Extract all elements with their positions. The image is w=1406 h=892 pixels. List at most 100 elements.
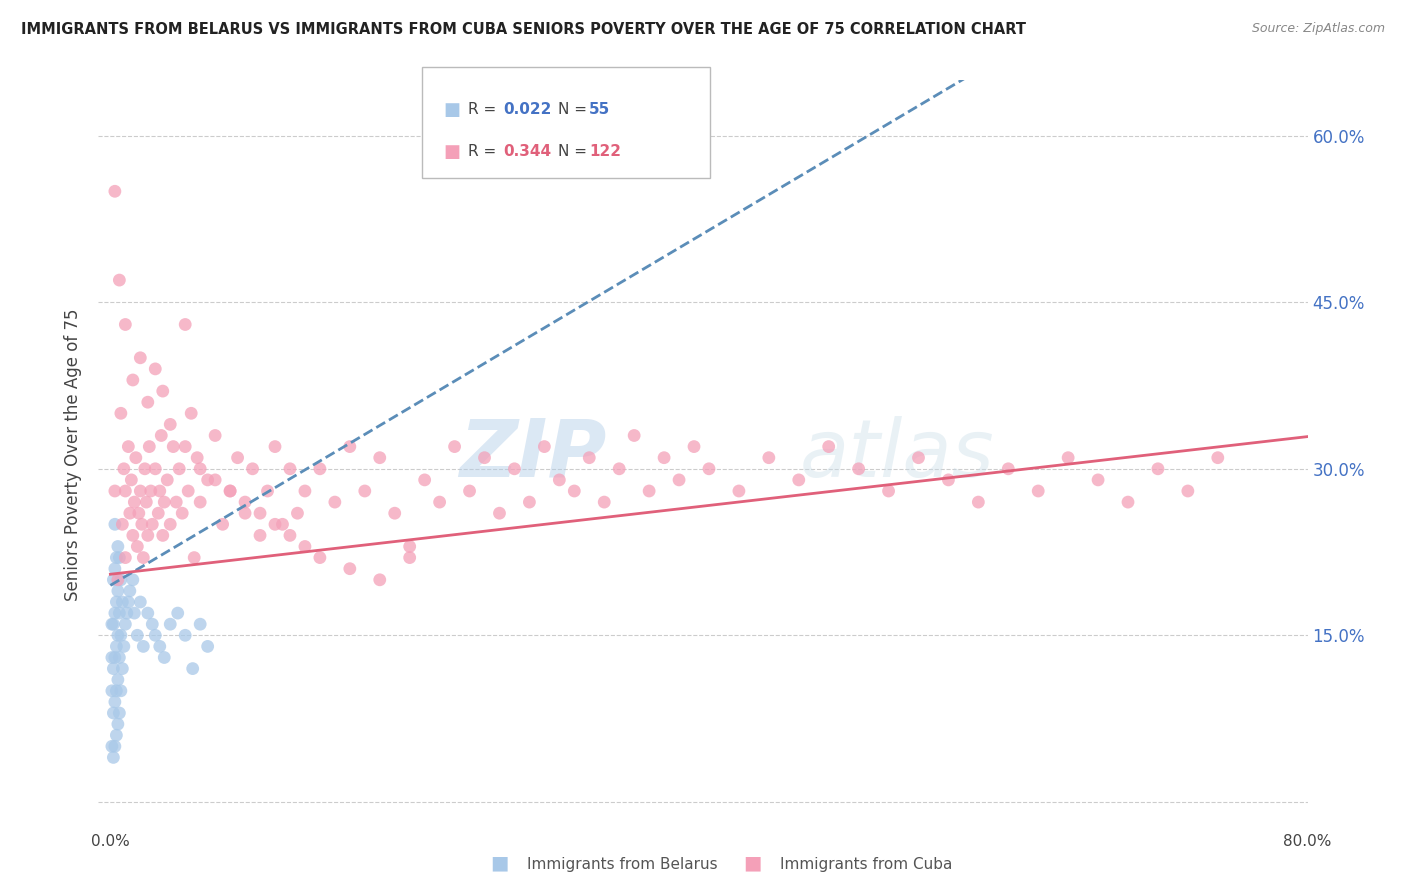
Point	[683, 440, 706, 454]
Point	[105, 550, 128, 565]
Point	[166, 606, 188, 620]
Point	[623, 428, 645, 442]
Point	[183, 550, 205, 565]
Text: Immigrants from Belarus: Immigrants from Belarus	[527, 857, 718, 872]
Point	[107, 583, 129, 598]
Point	[121, 573, 143, 587]
Point	[787, 473, 810, 487]
Point	[101, 683, 124, 698]
Point	[204, 473, 226, 487]
Point	[197, 640, 219, 654]
Point	[128, 506, 150, 520]
Text: ■: ■	[443, 143, 460, 161]
Point	[104, 184, 127, 198]
Point	[112, 640, 135, 654]
Point	[443, 440, 465, 454]
Point	[107, 717, 129, 731]
Point	[103, 706, 125, 720]
Text: Source: ZipAtlas.com: Source: ZipAtlas.com	[1251, 22, 1385, 36]
Point	[219, 483, 242, 498]
Text: 0.022: 0.022	[503, 103, 551, 117]
Text: R =: R =	[468, 145, 502, 159]
Point	[287, 506, 309, 520]
Point	[110, 683, 132, 698]
Point	[181, 662, 204, 676]
Point	[152, 384, 174, 398]
Point	[124, 606, 146, 620]
Point	[186, 450, 208, 465]
Point	[112, 462, 135, 476]
Point	[132, 640, 155, 654]
Point	[339, 440, 361, 454]
Point	[167, 462, 190, 476]
Point	[159, 417, 181, 432]
Point	[111, 662, 134, 676]
Point	[197, 473, 219, 487]
Text: 0.344: 0.344	[503, 145, 551, 159]
Point	[1116, 495, 1139, 509]
Point	[278, 528, 301, 542]
Point	[997, 462, 1019, 476]
Text: IMMIGRANTS FROM BELARUS VS IMMIGRANTS FROM CUBA SENIORS POVERTY OVER THE AGE OF : IMMIGRANTS FROM BELARUS VS IMMIGRANTS FR…	[21, 22, 1026, 37]
Point	[105, 595, 128, 609]
Point	[136, 528, 159, 542]
Point	[174, 628, 197, 642]
Point	[159, 617, 181, 632]
Point	[101, 739, 124, 754]
Point	[110, 573, 132, 587]
Text: Immigrants from Cuba: Immigrants from Cuba	[780, 857, 953, 872]
Point	[398, 540, 420, 554]
Point	[105, 728, 128, 742]
Text: ■: ■	[489, 854, 509, 872]
Point	[136, 606, 159, 620]
Point	[104, 606, 127, 620]
Point	[165, 495, 187, 509]
Point	[233, 495, 256, 509]
Point	[110, 406, 132, 420]
Point	[188, 462, 211, 476]
Point	[104, 650, 127, 665]
Point	[368, 450, 391, 465]
Point	[111, 595, 134, 609]
Point	[159, 517, 181, 532]
Point	[219, 483, 242, 498]
Text: ZIP: ZIP	[458, 416, 606, 494]
Point	[129, 483, 152, 498]
Text: N =: N =	[558, 103, 592, 117]
Point	[103, 617, 125, 632]
Point	[339, 562, 361, 576]
Point	[578, 450, 600, 465]
Point	[503, 462, 526, 476]
Point	[697, 462, 720, 476]
Point	[233, 506, 256, 520]
Point	[474, 450, 496, 465]
Point	[967, 495, 990, 509]
Point	[104, 562, 127, 576]
Point	[848, 462, 870, 476]
Point	[104, 517, 127, 532]
Text: 122: 122	[589, 145, 621, 159]
Point	[104, 739, 127, 754]
Text: ■: ■	[443, 101, 460, 119]
Point	[172, 506, 194, 520]
Point	[271, 517, 294, 532]
Point	[249, 506, 271, 520]
Point	[141, 617, 163, 632]
Point	[323, 495, 346, 509]
Point	[134, 462, 156, 476]
Point	[120, 473, 142, 487]
Point	[143, 362, 166, 376]
Text: R =: R =	[468, 103, 502, 117]
Point	[107, 540, 129, 554]
Point	[174, 318, 197, 332]
Point	[129, 351, 152, 365]
Point	[103, 573, 125, 587]
Point	[149, 483, 172, 498]
Point	[519, 495, 541, 509]
Point	[188, 617, 211, 632]
Text: 55: 55	[589, 103, 610, 117]
Point	[107, 573, 129, 587]
Point	[124, 495, 146, 509]
Point	[108, 273, 131, 287]
Point	[309, 462, 332, 476]
